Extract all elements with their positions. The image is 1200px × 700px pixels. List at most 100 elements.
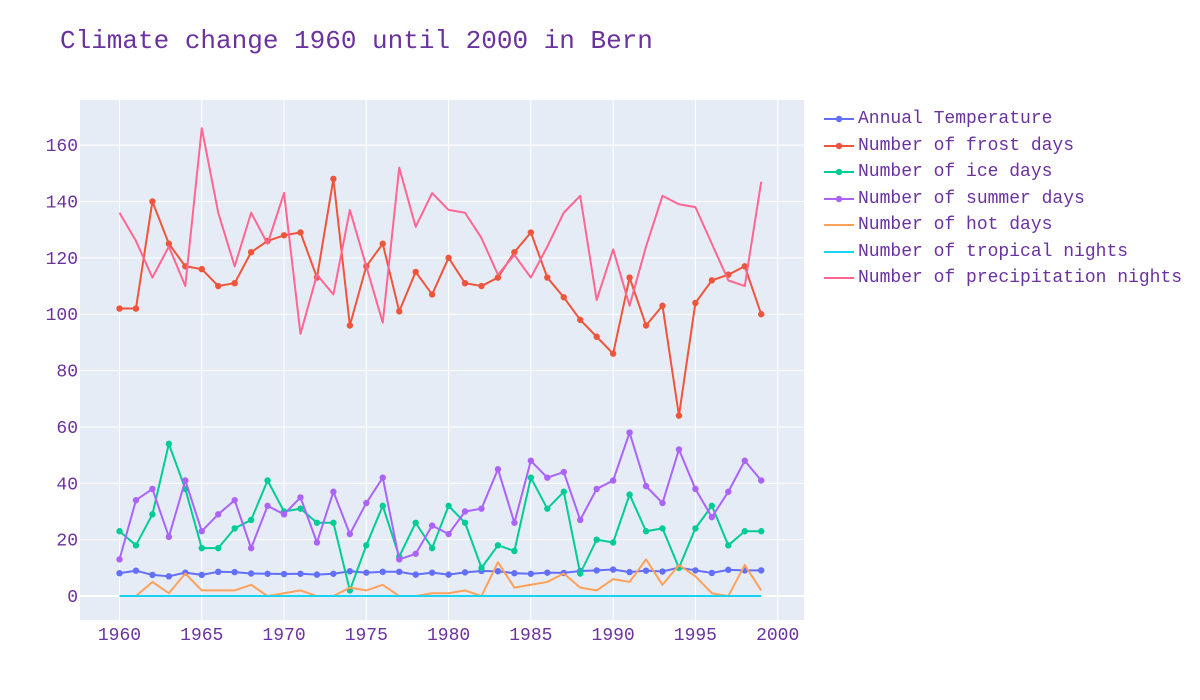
data-point: [198, 571, 205, 579]
legend-marker: [835, 169, 843, 176]
data-point: [198, 265, 205, 273]
data-point: [363, 569, 370, 576]
data-point: [609, 350, 617, 357]
legend-item[interactable]: Annual Temperature: [822, 106, 1182, 133]
data-point: [725, 566, 732, 574]
series-number-of-precipitation-nights: [118, 127, 763, 335]
data-point: [247, 248, 255, 256]
legend-swatch: [824, 224, 854, 227]
legend-label: Number of hot days: [858, 215, 1053, 236]
data-point: [116, 528, 123, 535]
data-point: [692, 567, 699, 574]
data-point: [758, 567, 765, 574]
data-point: [725, 542, 732, 549]
data-point: [494, 466, 502, 473]
data-point: [165, 240, 173, 247]
x-tick-label: 1965: [180, 626, 223, 646]
data-point: [544, 274, 551, 281]
legend-swatch: [824, 142, 854, 149]
data-point: [544, 505, 551, 512]
data-point: [445, 530, 452, 538]
legend-item[interactable]: Number of ice days: [822, 159, 1182, 186]
data-point: [149, 511, 156, 518]
data-point: [412, 571, 419, 578]
data-point: [461, 519, 469, 526]
data-point: [428, 522, 436, 529]
legend-item[interactable]: Number of frost days: [822, 133, 1182, 160]
data-point: [149, 198, 156, 205]
data-point: [297, 229, 304, 236]
y-tick-label: 140: [46, 193, 78, 213]
y-tick-label: 60: [56, 419, 78, 439]
legend-item[interactable]: Number of hot days: [822, 212, 1182, 239]
data-point: [445, 571, 452, 578]
x-tick-label: 1980: [427, 626, 470, 646]
data-point: [215, 568, 222, 576]
legend: Annual Temperature Number of frost days Nu…: [822, 106, 1182, 292]
data-point: [346, 322, 354, 329]
data-point: [330, 570, 337, 577]
data-point: [593, 536, 600, 543]
series-line: [118, 127, 763, 335]
data-point: [231, 497, 238, 504]
data-point: [215, 282, 222, 290]
data-point: [297, 570, 304, 577]
data-point: [527, 229, 535, 236]
data-point: [132, 542, 140, 549]
data-point: [247, 544, 255, 552]
data-point: [758, 477, 765, 484]
series-number-of-hot-days: [119, 558, 763, 598]
data-point: [675, 446, 683, 453]
y-tick-label: 80: [56, 363, 78, 383]
data-point: [396, 556, 403, 563]
data-point: [511, 248, 518, 256]
data-point: [758, 311, 765, 318]
data-point: [280, 232, 288, 239]
legend-item[interactable]: Number of summer days: [822, 186, 1182, 213]
data-point: [527, 457, 535, 464]
data-point: [165, 440, 173, 448]
data-point: [297, 494, 304, 501]
legend-swatch: [824, 277, 854, 280]
series-line: [119, 177, 763, 417]
data-point: [626, 274, 633, 281]
data-point: [215, 511, 222, 518]
legend-label: Number of summer days: [858, 188, 1085, 209]
y-tick-label: 40: [56, 475, 78, 495]
data-point: [708, 569, 716, 577]
data-point: [511, 570, 518, 577]
data-point: [149, 485, 156, 493]
data-point: [659, 568, 666, 575]
y-tick-label: 20: [56, 532, 78, 552]
series-line: [118, 442, 762, 592]
x-tick-label: 1990: [592, 626, 635, 646]
data-point: [560, 488, 567, 495]
data-point: [346, 568, 354, 575]
x-tick-label: 1970: [262, 626, 305, 646]
legend-marker: [835, 195, 843, 202]
legend-swatch: [824, 116, 854, 123]
x-tick-label: 1995: [674, 626, 717, 646]
data-point: [494, 274, 502, 281]
data-point: [198, 528, 205, 535]
data-point: [626, 429, 633, 436]
data-point: [412, 268, 419, 276]
data-point: [132, 305, 140, 312]
data-point: [626, 491, 633, 498]
legend-marker: [835, 116, 843, 123]
legend-swatch: [824, 169, 854, 176]
legend-item[interactable]: Number of tropical nights: [822, 239, 1182, 266]
data-point: [609, 539, 617, 546]
grid-layer: [80, 100, 804, 620]
series-line: [119, 558, 763, 598]
series-number-of-frost-days: [116, 175, 765, 419]
data-point: [379, 502, 386, 510]
legend-label: Number of frost days: [858, 135, 1075, 156]
legend-item[interactable]: Number of precipitation nights: [822, 265, 1182, 292]
data-point: [231, 279, 238, 287]
data-point: [363, 542, 370, 549]
y-tick-label: 100: [46, 306, 78, 326]
data-point: [445, 254, 452, 262]
data-point: [330, 488, 337, 495]
